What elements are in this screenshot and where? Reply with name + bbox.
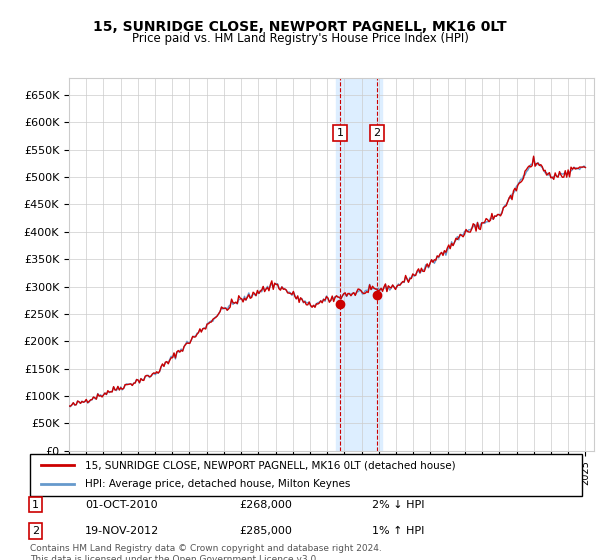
Text: 2% ↓ HPI: 2% ↓ HPI — [372, 500, 425, 510]
Text: £268,000: £268,000 — [240, 500, 293, 510]
Text: 2: 2 — [32, 526, 39, 536]
Text: 1: 1 — [32, 500, 39, 510]
Text: 2: 2 — [373, 128, 380, 138]
Text: £285,000: £285,000 — [240, 526, 293, 536]
Text: 15, SUNRIDGE CLOSE, NEWPORT PAGNELL, MK16 0LT (detached house): 15, SUNRIDGE CLOSE, NEWPORT PAGNELL, MK1… — [85, 460, 456, 470]
Text: Contains HM Land Registry data © Crown copyright and database right 2024.
This d: Contains HM Land Registry data © Crown c… — [30, 544, 382, 560]
Text: 1: 1 — [337, 128, 344, 138]
FancyBboxPatch shape — [30, 454, 582, 496]
Bar — [336, 78, 382, 451]
Text: HPI: Average price, detached house, Milton Keynes: HPI: Average price, detached house, Milt… — [85, 479, 350, 489]
Text: Price paid vs. HM Land Registry's House Price Index (HPI): Price paid vs. HM Land Registry's House … — [131, 32, 469, 45]
Text: 15, SUNRIDGE CLOSE, NEWPORT PAGNELL, MK16 0LT: 15, SUNRIDGE CLOSE, NEWPORT PAGNELL, MK1… — [93, 20, 507, 34]
Text: 19-NOV-2012: 19-NOV-2012 — [85, 526, 160, 536]
Text: 1% ↑ HPI: 1% ↑ HPI — [372, 526, 425, 536]
Text: 01-OCT-2010: 01-OCT-2010 — [85, 500, 158, 510]
